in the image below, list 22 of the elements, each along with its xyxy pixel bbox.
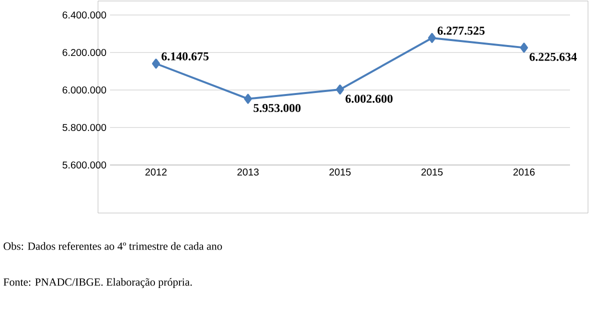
data-label: 5.953.000 — [254, 104, 301, 112]
y-tick-label: 6.000.000 — [62, 86, 106, 94]
text: Obs: Dados referentes ao 4º trimestre de cada ano — [4, 242, 222, 250]
point — [244, 94, 252, 104]
point — [336, 84, 344, 94]
point — [520, 42, 528, 53]
y-tick-label: 5.600.000 — [62, 161, 106, 169]
data-label: 6.002.600 — [346, 94, 393, 103]
y-tick-label: 6.400.000 — [62, 11, 106, 19]
point — [152, 58, 160, 69]
data-label: 6.277.525 — [438, 26, 485, 35]
x-tick-label: 2013 — [237, 168, 259, 176]
x-tick-label: 2012 — [145, 168, 167, 176]
point — [428, 32, 436, 43]
data-label: 6.225.634 — [530, 52, 577, 61]
x-tick-label: 2016 — [513, 168, 535, 176]
source-note: Fonte: PNADC/IBGE. Elaboração própria. — [4, 278, 192, 288]
x-tick-label: 2015 — [421, 168, 443, 176]
y-tick-label: 6.200.000 — [62, 48, 106, 56]
data-label: 6.140.675 — [162, 52, 209, 60]
x-tick-label: 2015 — [329, 168, 351, 176]
y-tick-label: 5.800.000 — [62, 124, 106, 132]
